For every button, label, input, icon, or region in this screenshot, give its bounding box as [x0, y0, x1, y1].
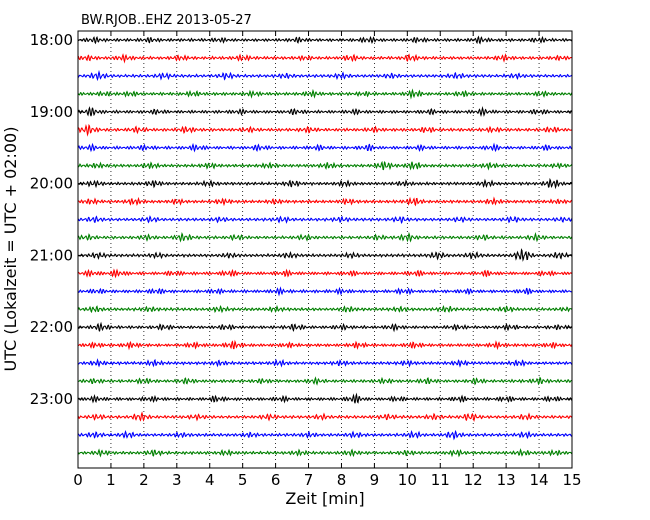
trace-19:15	[77, 123, 573, 137]
x-tick-label-11: 11	[431, 471, 450, 489]
x-axis-label: Zeit [min]	[285, 489, 364, 508]
y-tick-label-0: 18:00	[30, 31, 73, 49]
x-tick-label-13: 13	[497, 471, 516, 489]
y-tick-label-2: 20:00	[30, 175, 73, 193]
y-tick-label-5: 23:00	[30, 390, 73, 408]
trace-21:30	[77, 286, 573, 297]
y-tick-label-1: 19:00	[30, 103, 73, 121]
trace-23:00	[77, 392, 573, 404]
trace-19:30	[77, 142, 573, 153]
trace-23:30	[77, 429, 573, 441]
trace-21:15	[77, 268, 573, 279]
x-tick-label-15: 15	[562, 471, 581, 489]
trace-21:00	[77, 248, 573, 262]
y-tick-label-3: 21:00	[30, 246, 73, 264]
trace-22:15	[77, 339, 573, 351]
trace-18:15	[77, 53, 573, 64]
trace-20:00	[77, 177, 573, 190]
x-tick-label-14: 14	[530, 471, 549, 489]
x-tick-label-8: 8	[337, 471, 347, 489]
trace-19:45	[77, 160, 573, 171]
x-tick-label-5: 5	[238, 471, 248, 489]
x-axis: 0 1 2 3 4 5 6 7 8 9 10 11 12 13 14 15	[73, 31, 582, 489]
trace-18:45	[77, 88, 573, 100]
y-tick-label-4: 22:00	[30, 318, 73, 336]
trace-20:30	[77, 215, 573, 225]
x-tick-label-0: 0	[73, 471, 83, 489]
x-grid	[110, 31, 540, 468]
trace-22:00	[77, 321, 573, 333]
x-tick-label-4: 4	[205, 471, 215, 489]
trace-20:45	[77, 231, 573, 243]
trace-23:45	[77, 448, 573, 458]
chart-title: BW.RJOB..EHZ 2013-05-27	[81, 13, 252, 28]
x-tick-label-9: 9	[370, 471, 380, 489]
trace-22:30	[77, 358, 573, 368]
trace-22:45	[77, 376, 573, 386]
trace-18:00	[77, 35, 573, 45]
x-tick-label-6: 6	[271, 471, 281, 489]
x-tick-label-12: 12	[464, 471, 483, 489]
y-axis-label: UTC (Lokalzeit = UTC + 02:00)	[1, 127, 20, 372]
trace-18:30	[77, 69, 573, 82]
trace-19:00	[77, 105, 573, 117]
y-axis: 18:00 19:00 20:00 21:00 22:00 23:00	[30, 31, 572, 408]
trace-23:15	[77, 411, 573, 422]
x-tick-label-3: 3	[172, 471, 182, 489]
x-tick-label-1: 1	[106, 471, 116, 489]
plot-frame	[77, 30, 573, 469]
traces	[77, 35, 573, 458]
x-tick-label-7: 7	[304, 471, 314, 489]
trace-20:15	[77, 196, 573, 207]
x-tick-label-2: 2	[139, 471, 149, 489]
x-tick-label-10: 10	[398, 471, 417, 489]
trace-21:45	[77, 304, 573, 314]
